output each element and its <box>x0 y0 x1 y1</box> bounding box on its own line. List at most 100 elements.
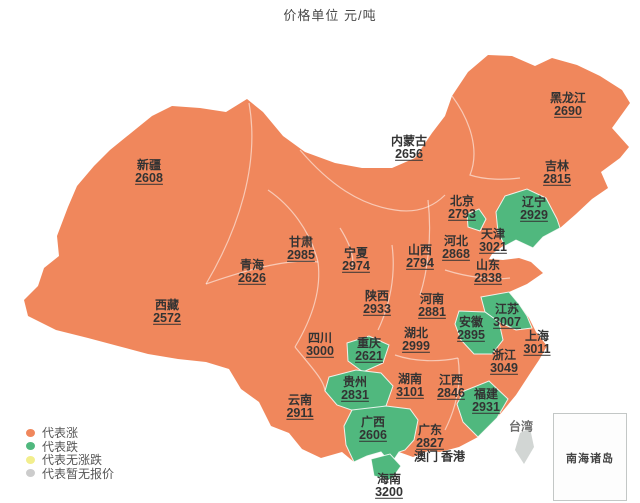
province-price: 2933 <box>363 301 391 316</box>
province-price: 2794 <box>406 255 434 270</box>
legend-dot-icon <box>26 428 35 437</box>
province-price: 2626 <box>238 270 266 285</box>
province-price: 2621 <box>355 348 383 363</box>
province-name: 北京 <box>449 193 474 208</box>
south-china-sea-box: 南海诸岛 <box>553 413 627 501</box>
province-name: 宁夏 <box>343 245 368 260</box>
province-price: 3011 <box>523 341 551 356</box>
legend-label: 代表涨 <box>42 426 79 441</box>
province-price: 2838 <box>474 270 502 285</box>
province-name: 甘肃 <box>288 234 313 249</box>
province-shape-anhui <box>454 310 504 355</box>
province-shape-liaoning <box>495 188 561 249</box>
province-name: 山东 <box>475 257 500 272</box>
province-price: 2656 <box>395 146 423 161</box>
legend-item: 代表涨 <box>26 426 114 440</box>
province-label: 陕西 2933 <box>363 288 391 316</box>
region-label: 澳门 <box>413 449 439 464</box>
province-name: 内蒙古 <box>390 133 428 148</box>
province-name: 辽宁 <box>521 194 546 209</box>
province-price: 2881 <box>418 304 446 319</box>
province-shape-beijing <box>466 208 487 232</box>
province-label: 内蒙古 2656 <box>390 133 428 161</box>
province-shape-chongqing <box>346 335 390 373</box>
province-label: 江西 2846 <box>437 372 465 400</box>
province-label: 福建 2931 <box>472 386 500 414</box>
province-label: 新疆 2608 <box>135 158 163 185</box>
province-label: 江苏 3007 <box>493 302 521 329</box>
legend-item: 代表跌 <box>26 440 114 454</box>
province-label: 四川 3000 <box>306 330 334 358</box>
province-shape-guangxi <box>343 405 419 465</box>
province-price: 2815 <box>543 171 571 186</box>
province-label: 重庆 2621 <box>355 336 383 363</box>
province-name: 安徽 <box>458 314 483 329</box>
province-label: 青海 2626 <box>238 257 266 285</box>
legend-label: 代表跌 <box>42 439 79 454</box>
province-name: 天津 <box>480 226 505 241</box>
province-name: 云南 <box>287 392 312 407</box>
province-name: 河南 <box>419 291 444 306</box>
province-price: 2827 <box>416 435 444 450</box>
province-name: 湖北 <box>403 325 428 340</box>
province-name: 广东 <box>417 422 442 437</box>
province-label: 北京 2793 <box>448 193 476 221</box>
province-label: 吉林 2815 <box>543 158 571 186</box>
legend-label: 代表无涨跌 <box>42 453 103 468</box>
province-label: 西藏 2572 <box>153 297 181 325</box>
province-name: 贵州 <box>342 374 367 389</box>
province-price: 3007 <box>493 314 521 329</box>
province-price: 2846 <box>437 385 465 400</box>
province-shape-hainan <box>370 453 402 481</box>
legend-item: 代表暂无报价 <box>26 467 114 481</box>
province-price: 2868 <box>442 246 470 261</box>
province-label: 甘肃 2985 <box>287 234 315 262</box>
province-label: 山东 2838 <box>474 257 502 285</box>
province-shape-taiwan <box>515 428 534 464</box>
province-name: 河北 <box>443 233 468 248</box>
province-label: 宁夏 2974 <box>342 245 370 273</box>
province-name: 江西 <box>438 372 463 387</box>
province-name: 青海 <box>239 257 264 272</box>
china-landmass <box>24 55 630 464</box>
province-price: 3049 <box>490 360 518 375</box>
province-price: 2895 <box>457 327 485 342</box>
province-shape-fujian <box>456 380 509 438</box>
province-name: 浙江 <box>491 347 516 362</box>
province-label: 云南 2911 <box>286 392 314 420</box>
province-name: 湖南 <box>397 371 422 386</box>
province-label: 河北 2868 <box>442 233 470 261</box>
province-price: 2931 <box>472 399 500 414</box>
province-name: 福建 <box>473 386 498 401</box>
province-label: 湖北 2999 <box>402 325 430 353</box>
province-price: 2793 <box>448 206 476 221</box>
province-name: 陕西 <box>364 288 389 303</box>
province-label: 上海 3011 <box>523 329 551 356</box>
province-price: 3000 <box>306 343 334 358</box>
province-name: 海南 <box>376 471 401 486</box>
province-price: 2608 <box>135 170 163 185</box>
sea-box-label: 南海诸岛 <box>566 453 614 465</box>
province-label: 黑龙江 2690 <box>550 91 586 118</box>
province-name: 四川 <box>307 330 332 345</box>
legend-dot-icon <box>26 469 35 478</box>
province-price: 2690 <box>554 103 582 118</box>
province-price: 2999 <box>402 338 430 353</box>
province-name: 吉林 <box>544 158 569 173</box>
province-label: 湖南 3101 <box>396 371 424 399</box>
province-name: 西藏 <box>154 297 179 312</box>
legend-dot-icon <box>26 442 35 451</box>
province-price: 2929 <box>520 207 548 222</box>
province-price: 2911 <box>286 405 314 420</box>
province-price: 2985 <box>287 247 315 262</box>
province-price: 3021 <box>479 239 507 254</box>
province-label: 河南 2881 <box>418 291 446 319</box>
province-label: 海南 3200 <box>375 471 403 499</box>
province-label: 贵州 2831 <box>341 374 369 402</box>
province-borders <box>205 95 521 431</box>
legend-item: 代表无涨跌 <box>26 453 114 467</box>
province-label: 浙江 3049 <box>490 347 518 375</box>
